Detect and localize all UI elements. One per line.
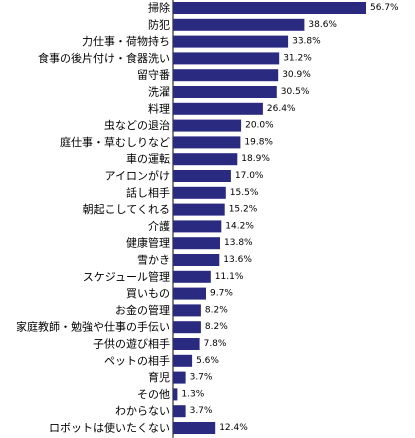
bar-0 xyxy=(173,2,366,14)
category-label-15: 雪かき xyxy=(137,254,170,267)
category-label-5: 洗濯 xyxy=(148,86,170,99)
bar-16 xyxy=(173,270,211,283)
bar-14 xyxy=(173,237,220,250)
category-label-0: 掃除 xyxy=(148,1,170,15)
value-label-22: 3.7% xyxy=(190,373,213,383)
value-label-5: 30.5% xyxy=(281,87,310,97)
bar-3 xyxy=(173,52,280,65)
bar-10 xyxy=(173,170,231,182)
value-label-9: 18.9% xyxy=(241,154,270,164)
bar-4 xyxy=(173,69,279,82)
value-label-6: 26.4% xyxy=(267,104,296,114)
value-label-7: 20.0% xyxy=(245,121,274,131)
category-label-24: わからない xyxy=(115,405,170,418)
value-label-1: 38.6% xyxy=(308,20,337,30)
bar-11 xyxy=(173,186,226,199)
bar-9 xyxy=(173,153,238,166)
bar-15 xyxy=(173,254,220,266)
value-label-19: 8.2% xyxy=(205,322,228,332)
value-label-4: 30.9% xyxy=(282,70,311,80)
value-label-23: 1.3% xyxy=(181,389,204,399)
category-label-1: 防犯 xyxy=(148,17,170,31)
category-label-2: 力仕事・荷物持ち xyxy=(82,34,170,48)
category-label-20: 子供の遊び相手 xyxy=(93,337,170,351)
category-label-14: 健康管理 xyxy=(126,236,170,250)
category-label-11: 話し相手 xyxy=(126,185,170,199)
category-label-17: 買いもの xyxy=(126,287,170,300)
category-label-13: 介護 xyxy=(148,219,170,233)
bar-7 xyxy=(173,119,242,132)
bar-24 xyxy=(173,405,186,418)
category-label-8: 庭仕事・草むしりなど xyxy=(60,135,170,149)
category-label-25: ロボットは使いたくない xyxy=(49,422,170,435)
bar-18 xyxy=(173,304,201,317)
value-label-10: 17.0% xyxy=(235,171,264,181)
bar-8 xyxy=(173,136,241,149)
category-label-7: 虫などの退治 xyxy=(104,118,170,132)
bar-23 xyxy=(173,388,178,401)
bar-25 xyxy=(173,422,216,434)
value-label-12: 15.2% xyxy=(229,205,258,215)
value-label-25: 12.4% xyxy=(219,423,248,433)
value-label-14: 13.8% xyxy=(224,238,253,248)
value-label-18: 8.2% xyxy=(205,305,228,315)
value-labels-group: 56.7% 38.6% 33.8% 31.2% 30.9% 30.5% 26.4% 20.0%… xyxy=(181,3,399,433)
bar-1 xyxy=(173,18,305,31)
value-label-2: 33.8% xyxy=(292,37,321,47)
value-label-17: 9.7% xyxy=(210,289,233,299)
bar-6 xyxy=(173,102,263,115)
category-label-18: お金の管理 xyxy=(115,303,170,317)
value-label-13: 14.2% xyxy=(225,221,254,231)
category-label-19: 家庭教師・勉強や仕事の手伝い xyxy=(16,320,170,334)
bar-22 xyxy=(173,371,186,384)
category-label-22: 育児 xyxy=(148,370,170,384)
bar-19 xyxy=(173,321,201,334)
category-label-16: スケジュール管理 xyxy=(83,269,170,283)
category-labels-group: 掃除防犯力仕事・荷物持ち食事の後片付け・食器洗い留守番洗濯料理虫などの退治庭仕事… xyxy=(16,1,170,435)
bar-21 xyxy=(173,354,193,367)
category-label-9: 車の運転 xyxy=(126,152,170,166)
category-label-12: 朝起こしてくれる xyxy=(83,203,170,216)
value-label-15: 13.6% xyxy=(223,255,252,265)
bars-group xyxy=(173,2,366,434)
value-label-20: 7.8% xyxy=(204,339,227,349)
value-label-0: 56.7% xyxy=(370,3,399,13)
value-label-3: 31.2% xyxy=(283,53,312,63)
category-label-23: その他 xyxy=(137,388,170,401)
category-label-4: 留守番 xyxy=(137,68,170,82)
category-label-21: ペットの相手 xyxy=(104,353,170,367)
category-label-6: 料理 xyxy=(148,101,170,115)
value-label-11: 15.5% xyxy=(230,188,259,198)
value-label-24: 3.7% xyxy=(190,406,213,416)
bar-5 xyxy=(173,86,277,98)
bar-2 xyxy=(173,35,289,48)
bar-17 xyxy=(173,287,206,300)
bar-13 xyxy=(173,220,222,233)
value-label-16: 11.1% xyxy=(215,272,244,282)
category-label-10: アイロンがけ xyxy=(105,169,170,183)
bar-20 xyxy=(173,338,200,350)
value-label-21: 5.6% xyxy=(196,356,219,366)
bar-12 xyxy=(173,203,225,216)
value-label-8: 19.8% xyxy=(244,137,273,147)
category-label-3: 食事の後片付け・食器洗い xyxy=(38,51,170,65)
